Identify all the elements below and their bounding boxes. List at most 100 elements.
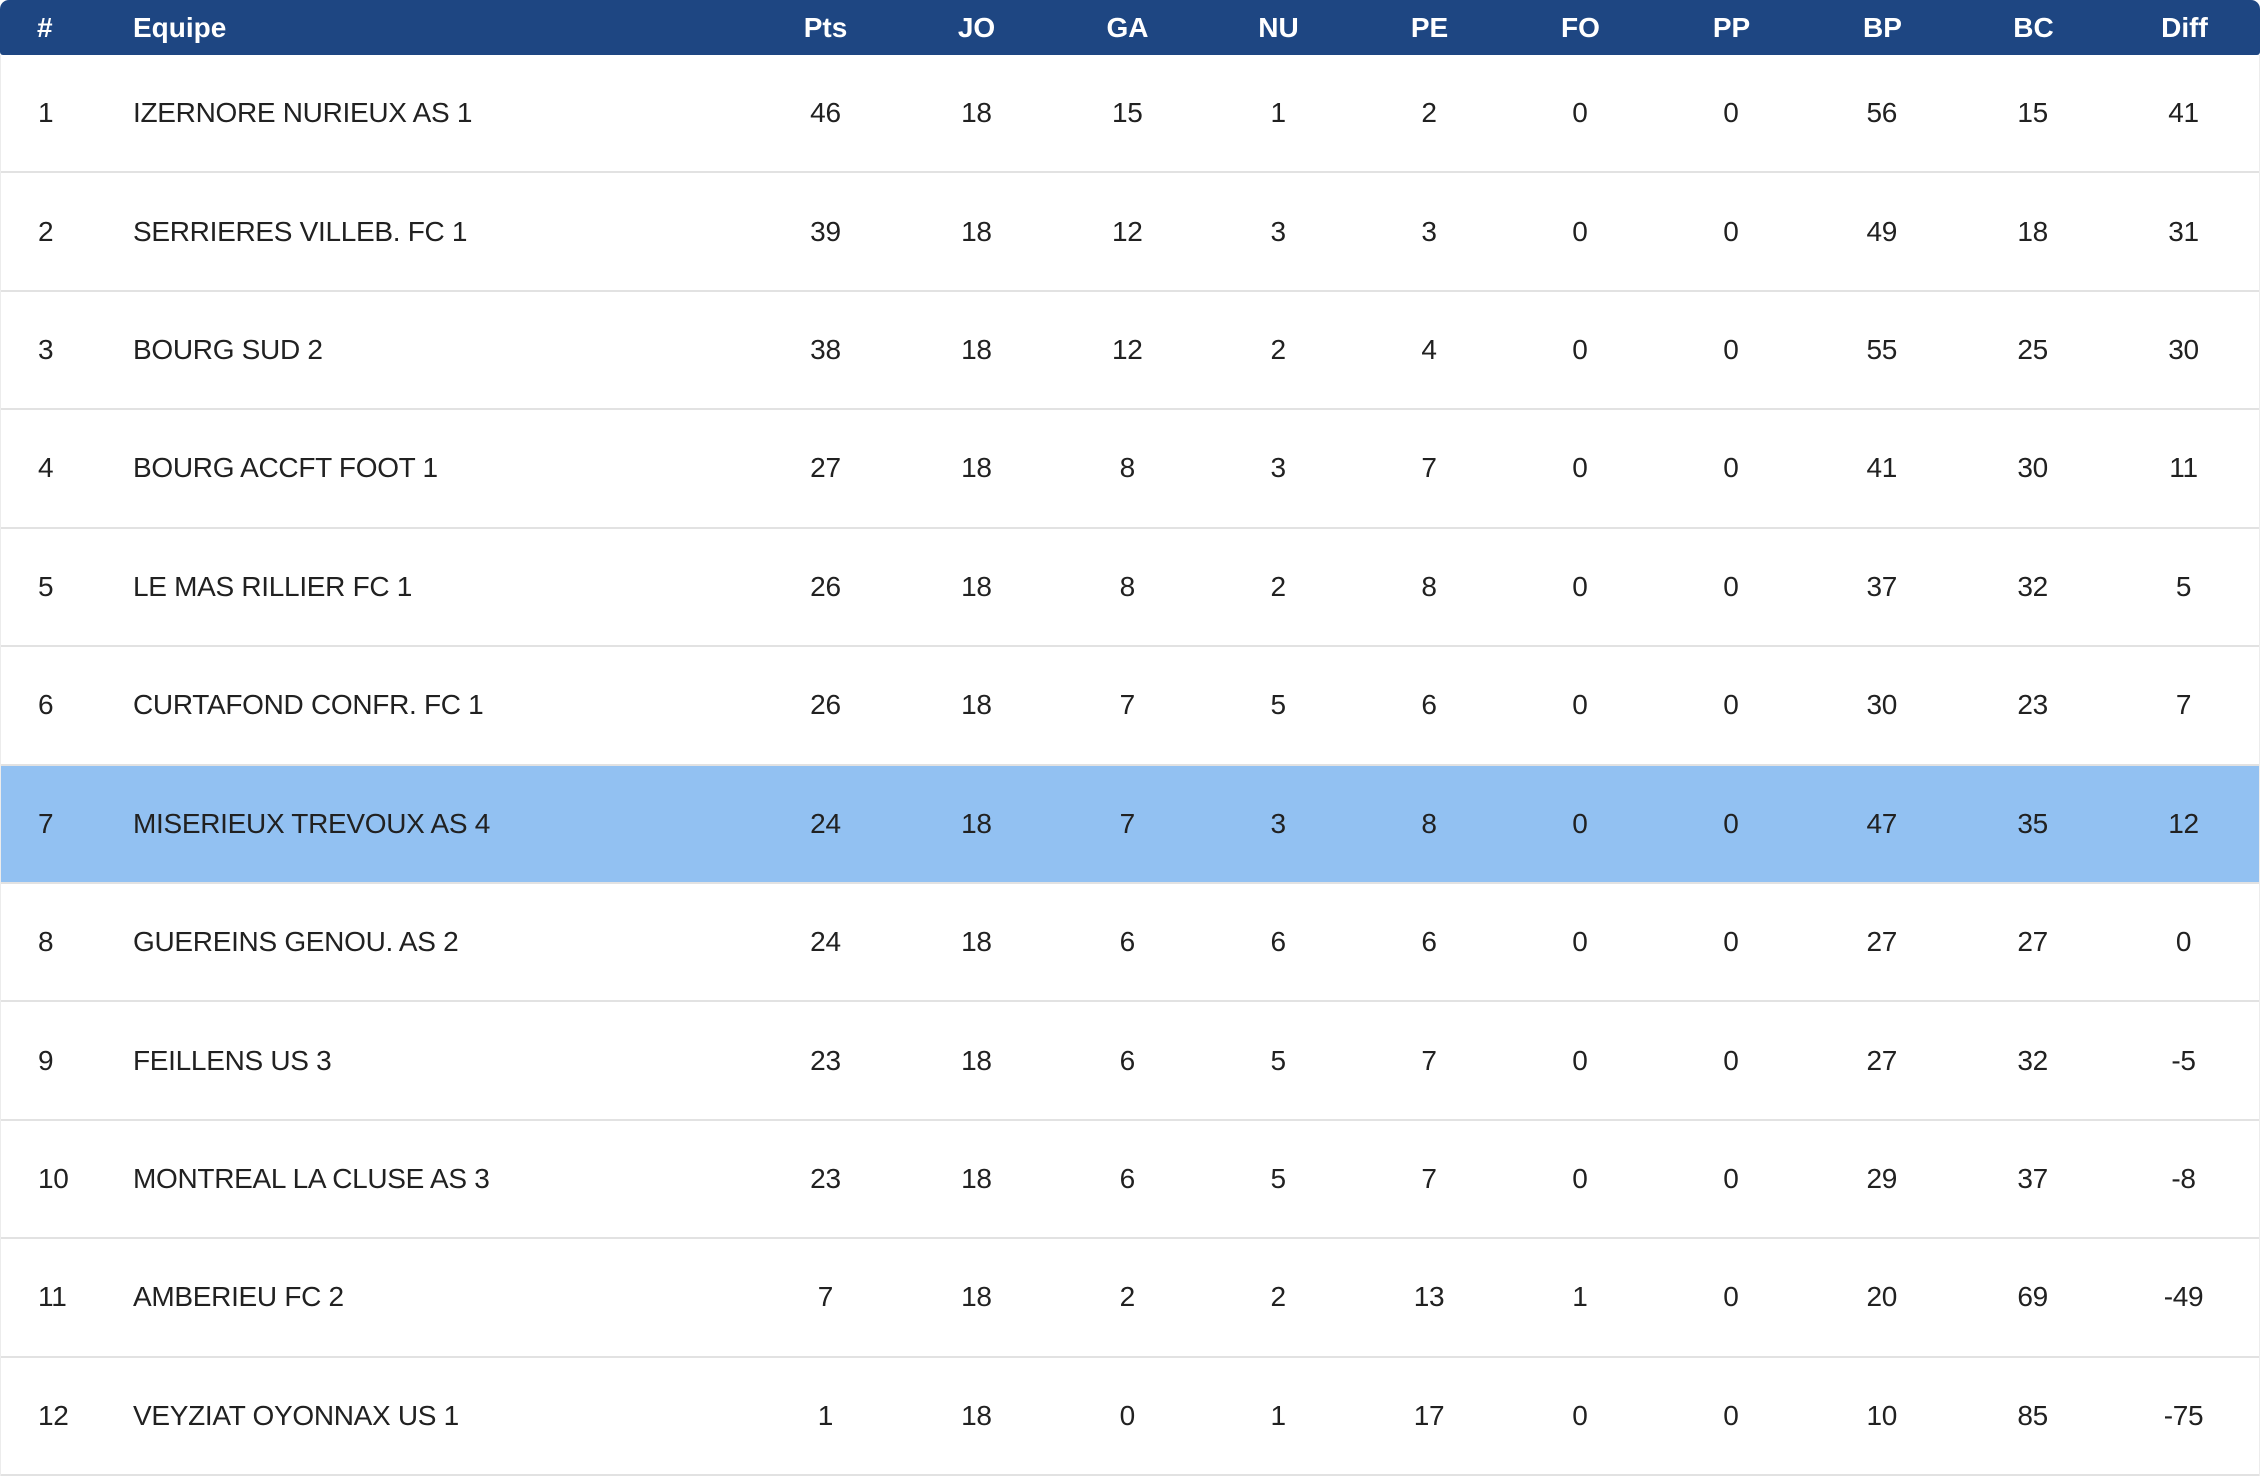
cell-pts: 39	[810, 215, 841, 247]
cell-bp: 49	[1866, 215, 1898, 247]
table-row[interactable]: 3 BOURG SUD 2 38 18 12 2 4 0 0 55 25 30	[1, 291, 2259, 411]
cell-pp: 0	[1723, 1044, 1739, 1076]
cell-team: CURTAFOND CONFR. FC 1	[133, 689, 484, 721]
column-header-bc: BC	[2013, 11, 2054, 43]
column-header-nu: NU	[1258, 11, 1299, 43]
cell-pp: 0	[1723, 807, 1739, 839]
cell-nu: 3	[1270, 215, 1287, 247]
cell-pp: 0	[1723, 334, 1739, 366]
cell-pp: 0	[1723, 1399, 1739, 1431]
cell-rank: 11	[38, 1281, 67, 1313]
table-row[interactable]: 11 AMBERIEU FC 2 7 18 2 2 13 1 0 20 69 -…	[1, 1239, 2259, 1358]
cell-nu: 3	[1270, 452, 1287, 484]
cell-bc: 27	[2017, 926, 2048, 958]
cell-pp: 0	[1723, 926, 1739, 958]
cell-team: BOURG ACCFT FOOT 1	[133, 452, 438, 484]
cell-ga: 6	[1119, 1163, 1136, 1194]
cell-rank: 5	[38, 570, 54, 602]
cell-pe: 3	[1421, 215, 1437, 247]
cell-bp: 47	[1866, 807, 1898, 839]
table-row[interactable]: 6 CURTAFOND CONFR. FC 1 26 18 7 5 6 0 0 …	[1, 647, 2259, 766]
cell-pp: 0	[1723, 215, 1739, 247]
cell-pe: 7	[1421, 1163, 1437, 1194]
table-row[interactable]: 7 MISERIEUX TREVOUX AS 4 24 18 7 3 8 0 0…	[1, 765, 2259, 884]
cell-team: SERRIERES VILLEB. FC 1	[133, 215, 468, 247]
cell-fo: 0	[1572, 452, 1588, 484]
cell-team: BOURG SUD 2	[133, 334, 323, 366]
column-header-jo: JO	[957, 11, 996, 43]
cell-pts: 26	[810, 570, 841, 602]
cell-pp: 0	[1723, 452, 1739, 484]
cell-fo: 0	[1572, 570, 1588, 602]
cell-pts: 27	[810, 452, 841, 484]
column-header-pp: PP	[1712, 11, 1751, 43]
cell-pp: 0	[1723, 1163, 1739, 1194]
cell-fo: 0	[1572, 689, 1588, 721]
cell-diff: -8	[2171, 1163, 2196, 1194]
cell-bp: 55	[1866, 334, 1898, 366]
cell-bc: 23	[2017, 689, 2048, 721]
cell-pts: 23	[810, 1044, 841, 1076]
cell-pp: 0	[1723, 97, 1739, 129]
cell-ga: 12	[1111, 215, 1143, 247]
table-row[interactable]: 2 SERRIERES VILLEB. FC 1 39 18 12 3 3 0 …	[1, 173, 2259, 292]
cell-bp: 27	[1866, 926, 1898, 958]
cell-bc: 18	[2017, 215, 2048, 247]
cell-pp: 0	[1723, 570, 1739, 602]
cell-ga: 0	[1119, 1399, 1136, 1431]
column-header-ga: GA	[1106, 11, 1149, 43]
cell-fo: 0	[1572, 1163, 1588, 1194]
cell-bp: 27	[1866, 1044, 1898, 1076]
cell-nu: 5	[1270, 1044, 1287, 1076]
column-header-bp: BP	[1863, 11, 1902, 43]
cell-nu: 5	[1270, 689, 1287, 721]
column-header-diff: Diff	[2161, 11, 2208, 43]
cell-nu: 2	[1270, 334, 1287, 366]
cell-bc: 85	[2017, 1399, 2048, 1431]
cell-team: LE MAS RILLIER FC 1	[133, 570, 413, 602]
table-row[interactable]: 4 BOURG ACCFT FOOT 1 27 18 8 3 7 0 0 41 …	[1, 410, 2259, 529]
column-header-pe: PE	[1410, 11, 1449, 43]
table-row[interactable]: 10 MONTREAL LA CLUSE AS 3 23 18 6 5 7 0 …	[1, 1120, 2259, 1240]
table-row[interactable]: 9 FEILLENS US 3 23 18 6 5 7 0 0 27 32 -5	[1, 1002, 2259, 1121]
cell-ga: 6	[1119, 926, 1136, 958]
cell-pe: 17	[1413, 1399, 1445, 1431]
cell-diff: 5	[2175, 570, 2192, 602]
cell-diff: 12	[2168, 807, 2199, 839]
table-row[interactable]: 1 IZERNORE NURIEUX AS 1 46 18 15 1 2 0 0…	[1, 55, 2259, 174]
cell-pts: 7	[817, 1281, 834, 1313]
cell-diff: -49	[2163, 1281, 2204, 1313]
cell-nu: 5	[1270, 1163, 1287, 1194]
cell-pe: 8	[1421, 807, 1437, 839]
cell-pe: 6	[1421, 689, 1437, 721]
cell-rank: 7	[38, 807, 54, 839]
table-row[interactable]: 5 LE MAS RILLIER FC 1 26 18 8 2 8 0 0 37…	[1, 528, 2259, 648]
cell-team: MISERIEUX TREVOUX AS 4	[133, 807, 490, 839]
cell-team: MONTREAL LA CLUSE AS 3	[133, 1163, 490, 1194]
cell-bc: 37	[2017, 1163, 2048, 1194]
cell-bc: 32	[2017, 570, 2048, 602]
cell-ga: 7	[1119, 807, 1136, 839]
cell-pts: 1	[817, 1399, 834, 1431]
cell-bp: 56	[1866, 97, 1898, 129]
cell-team: GUEREINS GENOU. AS 2	[133, 926, 459, 958]
cell-rank: 3	[38, 334, 54, 366]
cell-fo: 0	[1572, 1399, 1588, 1431]
cell-nu: 3	[1270, 807, 1287, 839]
cell-bp: 29	[1866, 1163, 1898, 1194]
cell-pe: 4	[1421, 334, 1437, 366]
cell-rank: 2	[38, 215, 54, 247]
cell-jo: 18	[961, 570, 992, 602]
table-row[interactable]: 12 VEYZIAT OYONNAX US 1 1 18 0 1 17 0 0 …	[1, 1357, 2259, 1476]
cell-nu: 6	[1270, 926, 1287, 958]
cell-jo: 18	[961, 215, 992, 247]
cell-bp: 41	[1866, 452, 1898, 484]
cell-jo: 18	[961, 452, 992, 484]
table-row[interactable]: 8 GUEREINS GENOU. AS 2 24 18 6 6 6 0 0 2…	[1, 883, 2259, 1003]
cell-pe: 7	[1421, 1044, 1437, 1076]
cell-rank: 1	[38, 97, 54, 129]
cell-rank: 8	[38, 926, 54, 958]
cell-rank: 10	[38, 1163, 69, 1194]
cell-pp: 0	[1723, 689, 1739, 721]
cell-ga: 8	[1119, 570, 1136, 602]
